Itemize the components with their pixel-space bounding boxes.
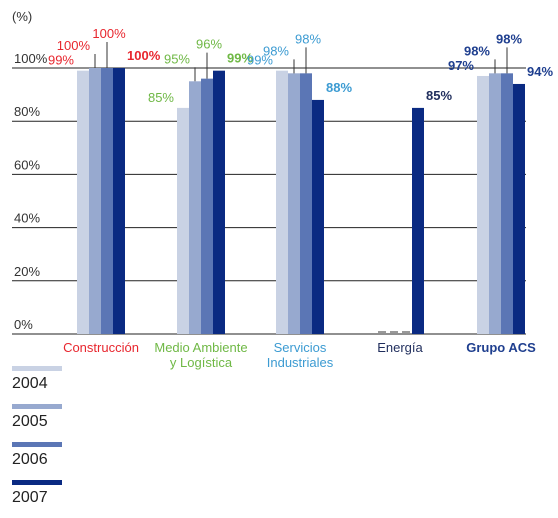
y-unit-label: (%) [12,9,32,24]
legend-label: 2007 [12,489,48,506]
bars [77,68,525,335]
legend-swatch [12,480,62,485]
bar [213,70,225,334]
bar [113,68,125,334]
category-label: y Logística [170,355,233,370]
bar [276,70,288,334]
legend-label: 2004 [12,375,48,392]
bar [288,73,300,334]
y-tick-label: 60% [14,157,40,172]
data-label: 88% [326,80,352,95]
y-tick-label: 0% [14,317,33,332]
data-label: 97% [448,58,474,73]
bar [77,70,89,334]
bar [513,83,525,335]
axis-labels: (%) 0% 20% 40% 60% 80% 100% Construcción Medio A… [12,9,536,370]
y-tick-label: 40% [14,211,40,226]
category-label: Industriales [267,355,334,370]
category-label: Medio Ambiente [154,340,247,355]
data-label: 100% [92,26,126,41]
bar [477,75,489,334]
bar [489,73,501,334]
category-label: Grupo ACS [466,340,536,355]
data-label: 99% [48,53,74,68]
legend-swatch [12,404,62,409]
data-label: 98% [263,43,289,58]
bar [101,68,113,334]
data-label: 99% [227,51,253,66]
data-label: 98% [295,31,321,46]
bar [501,73,513,334]
data-label: 98% [496,31,522,46]
data-label: 94% [527,64,553,79]
category-label: Construcción [63,340,139,355]
data-labels: 99%100%100%100%85%95%96%99%99%98%98%88%8… [48,26,553,105]
bar [177,107,189,335]
bar [189,81,201,334]
data-label: 95% [164,51,190,66]
data-label: 100% [127,48,161,63]
bar [201,78,213,334]
data-label: 96% [196,37,222,52]
data-label: 85% [148,90,174,105]
bar-chart: 99%100%100%100%85%95%96%99%99%98%98%88%8… [12,9,553,370]
legend-label: 2006 [12,451,48,468]
data-label: 85% [426,88,452,103]
y-tick-label: 100% [14,51,48,66]
bar [89,68,101,334]
y-tick-label: 80% [14,104,40,119]
category-label: Servicios [274,340,327,355]
bar [300,73,312,334]
data-label: 99% [247,53,273,68]
data-label: 98% [464,43,490,58]
data-label: 100% [57,38,91,53]
bar [312,99,324,334]
legend-swatch [12,366,62,371]
bar [412,107,424,335]
legend-label: 2005 [12,413,48,430]
category-label: Energía [377,340,423,355]
y-tick-label: 20% [14,264,40,279]
legend-swatch [12,442,62,447]
